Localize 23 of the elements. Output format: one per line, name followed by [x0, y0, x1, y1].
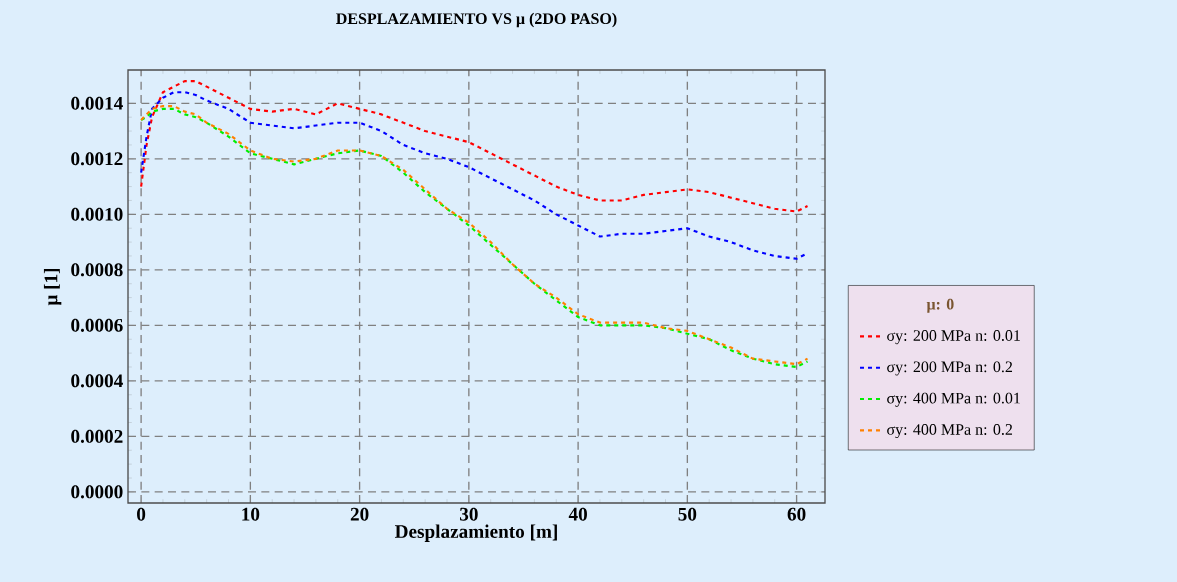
y-tick-label: 0.0006 — [71, 318, 123, 332]
x-tick-label: 0 — [137, 507, 146, 521]
x-axis-title: Desplazamiento [m] — [394, 524, 557, 542]
y-tick-label: 0.0012 — [71, 152, 123, 166]
y-tick-label: 0.0004 — [71, 374, 123, 388]
x-tick-label: 30 — [459, 507, 478, 521]
x-tick-label: 60 — [787, 507, 806, 521]
legend-label: σy: 200 MPa n: 0.01 — [887, 330, 1020, 345]
legend-label: σy: 400 MPa n: 0.01 — [887, 392, 1020, 407]
legend-label: σy: 200 MPa n: 0.2 — [887, 361, 1013, 376]
x-tick-label: 10 — [242, 507, 260, 521]
x-tick-label: 20 — [350, 507, 369, 521]
y-tick-label: 0.0002 — [71, 429, 123, 443]
x-tick-label: 40 — [568, 507, 587, 521]
y-tick-label: 0.0008 — [71, 263, 123, 277]
x-tick-label: 50 — [678, 507, 697, 521]
y-tick-label: 0.0014 — [71, 96, 123, 110]
legend-title: μ: 0 — [926, 298, 954, 313]
legend-label: σy: 400 MPa n: 0.2 — [887, 424, 1013, 439]
y-tick-label: 0.0000 — [71, 485, 123, 499]
y-tick-label: 0.0010 — [71, 207, 123, 221]
y-axis-title: μ [1] — [43, 268, 62, 306]
chart-title: DESPLAZAMIENTO VS μ (2DO PASO) — [336, 12, 617, 28]
